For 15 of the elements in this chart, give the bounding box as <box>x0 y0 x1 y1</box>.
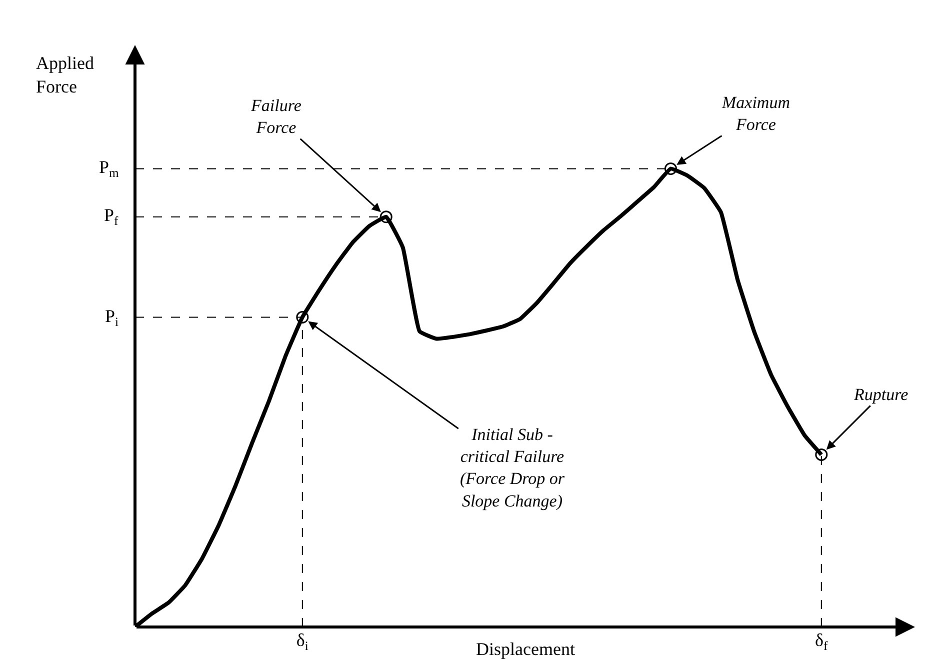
ref-line-label: P$_{f}$ <box>104 205 120 228</box>
point <box>815 448 828 461</box>
text: Rupture <box>853 385 909 404</box>
x-axis-title: Displacement <box>476 639 575 659</box>
point <box>664 162 677 175</box>
annotation: Initial Sub - critical Failure (Force Drop or Slope Change) <box>460 425 565 510</box>
point <box>296 310 309 324</box>
point <box>380 210 392 224</box>
y-axis-title: Applied Force <box>36 53 94 96</box>
text: Failure Force <box>250 96 302 138</box>
x-tick-label: δ$_{i}$ <box>296 630 309 653</box>
ref-line-label: P$_{i}$ <box>105 306 120 329</box>
ref-line-label: P$_{m}$ <box>99 157 120 180</box>
text: Maximum Force <box>721 93 790 134</box>
x-tick-label: δ$_{f}$ <box>815 630 829 653</box>
